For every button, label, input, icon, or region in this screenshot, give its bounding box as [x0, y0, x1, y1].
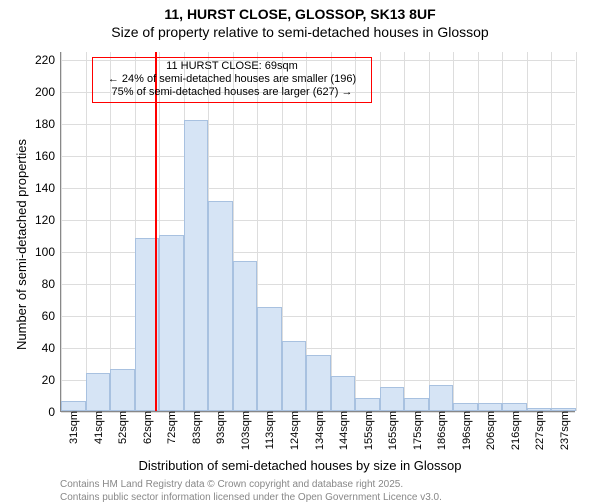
- y-tick-label: 200: [35, 85, 61, 99]
- gridline-vertical: [355, 52, 356, 411]
- histogram-bar: [61, 401, 86, 411]
- gridline-horizontal: [61, 220, 575, 221]
- callout-line: 11 HURST CLOSE: 69sqm: [97, 60, 367, 73]
- gridline-vertical: [429, 52, 430, 411]
- y-tick-label: 0: [48, 405, 61, 419]
- y-tick-label: 160: [35, 149, 61, 163]
- x-tick-label: 175sqm: [410, 411, 424, 450]
- x-tick-label: 196sqm: [459, 411, 473, 450]
- x-tick-label: 93sqm: [213, 411, 227, 444]
- x-tick-label: 103sqm: [238, 411, 252, 450]
- gridline-vertical: [453, 52, 454, 411]
- gridline-horizontal: [61, 156, 575, 157]
- chart-title-line2: Size of property relative to semi-detach…: [0, 24, 600, 40]
- y-tick-label: 120: [35, 213, 61, 227]
- histogram-bar: [110, 369, 135, 411]
- histogram-plot: 02040608010012014016018020022031sqm41sqm…: [60, 52, 575, 412]
- histogram-bar: [355, 398, 380, 411]
- gridline-vertical: [61, 52, 62, 411]
- y-tick-label: 80: [42, 277, 61, 291]
- gridline-vertical: [478, 52, 479, 411]
- x-tick-label: 186sqm: [434, 411, 448, 450]
- x-tick-label: 113sqm: [262, 411, 276, 449]
- gridline-vertical: [110, 52, 111, 411]
- gridline-horizontal: [61, 188, 575, 189]
- gridline-vertical: [502, 52, 503, 411]
- x-tick-label: 62sqm: [140, 411, 154, 444]
- gridline-vertical: [86, 52, 87, 411]
- gridline-vertical: [527, 52, 528, 411]
- x-tick-label: 83sqm: [189, 411, 203, 444]
- histogram-bar: [502, 403, 527, 411]
- histogram-bar: [478, 403, 503, 411]
- license-line1: Contains HM Land Registry data © Crown c…: [60, 478, 442, 491]
- gridline-vertical: [551, 52, 552, 411]
- callout-line: ← 24% of semi-detached houses are smalle…: [97, 73, 367, 86]
- histogram-bar: [404, 398, 429, 411]
- x-tick-label: 206sqm: [483, 411, 497, 450]
- histogram-bar: [306, 355, 331, 411]
- histogram-bar: [429, 385, 454, 411]
- histogram-bar: [331, 376, 356, 411]
- license-line2: Contains public sector information licen…: [60, 491, 442, 504]
- y-tick-label: 20: [42, 373, 61, 387]
- histogram-bar: [380, 387, 405, 411]
- gridline-vertical: [576, 52, 577, 411]
- x-tick-label: 52sqm: [115, 411, 129, 444]
- y-tick-label: 220: [35, 53, 61, 67]
- callout-line: 75% of semi-detached houses are larger (…: [97, 86, 367, 99]
- x-tick-label: 72sqm: [164, 411, 178, 444]
- callout-box: 11 HURST CLOSE: 69sqm← 24% of semi-detac…: [92, 57, 372, 103]
- property-marker-line: [155, 52, 157, 411]
- histogram-bar: [282, 341, 307, 411]
- x-tick-label: 41sqm: [91, 411, 105, 444]
- histogram-bar: [159, 235, 184, 411]
- histogram-bar: [233, 261, 258, 411]
- x-tick-label: 134sqm: [312, 411, 326, 450]
- x-tick-label: 31sqm: [66, 411, 80, 444]
- gridline-vertical: [404, 52, 405, 411]
- x-tick-label: 124sqm: [287, 411, 301, 450]
- x-tick-label: 144sqm: [336, 411, 350, 450]
- gridline-vertical: [331, 52, 332, 411]
- x-tick-label: 237sqm: [557, 411, 571, 450]
- y-axis-label: Number of semi-detached properties: [14, 139, 29, 350]
- y-tick-label: 40: [42, 341, 61, 355]
- x-tick-label: 155sqm: [361, 411, 375, 450]
- license-text: Contains HM Land Registry data © Crown c…: [60, 478, 442, 504]
- x-tick-label: 227sqm: [532, 411, 546, 450]
- chart-title-line1: 11, HURST CLOSE, GLOSSOP, SK13 8UF: [0, 6, 600, 22]
- x-axis-label: Distribution of semi-detached houses by …: [0, 458, 600, 473]
- y-tick-label: 60: [42, 309, 61, 323]
- x-tick-label: 165sqm: [385, 411, 399, 450]
- gridline-vertical: [380, 52, 381, 411]
- x-tick-label: 216sqm: [508, 411, 522, 450]
- histogram-bar: [257, 307, 282, 411]
- histogram-bar: [208, 201, 233, 411]
- y-tick-label: 140: [35, 181, 61, 195]
- gridline-horizontal: [61, 124, 575, 125]
- histogram-bar: [86, 373, 111, 411]
- histogram-bar: [453, 403, 478, 411]
- histogram-bar: [184, 120, 209, 411]
- y-tick-label: 180: [35, 117, 61, 131]
- y-tick-label: 100: [35, 245, 61, 259]
